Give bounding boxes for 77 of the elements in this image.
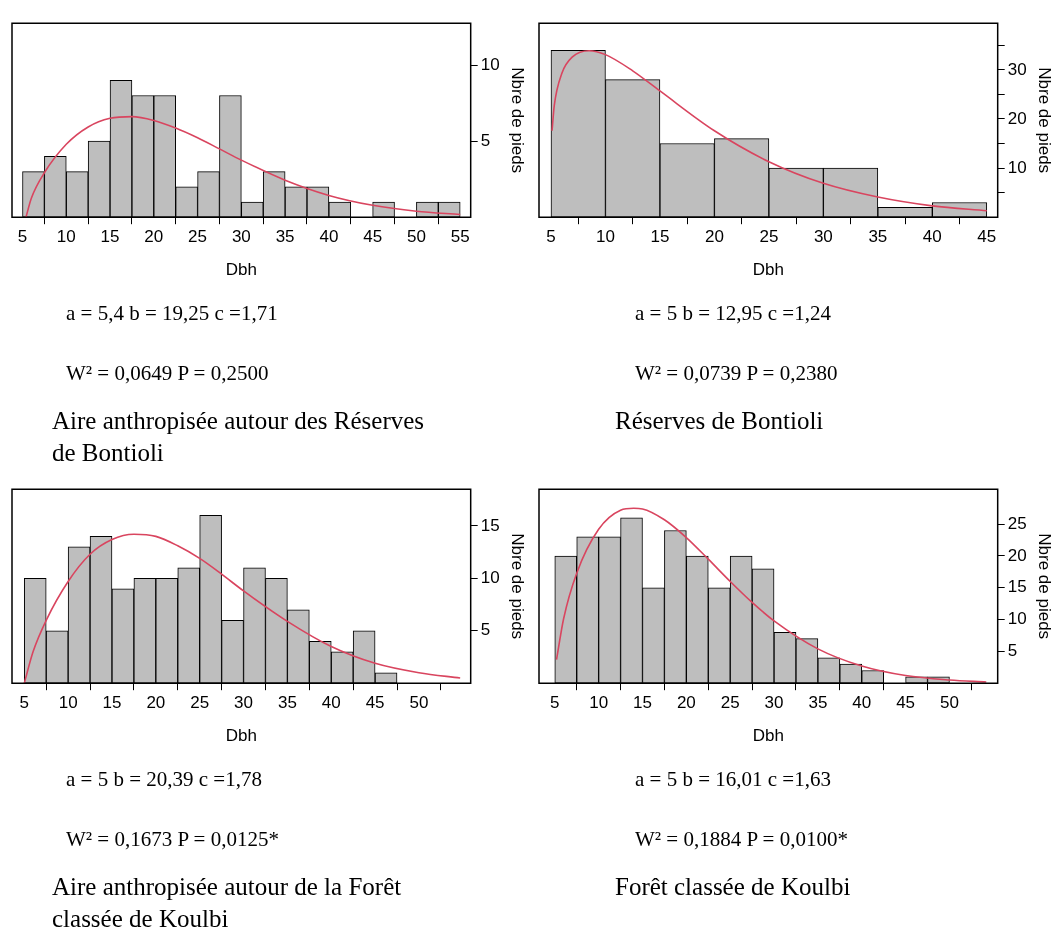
x-tick-label: 5	[550, 693, 560, 713]
x-tick-label: 10	[58, 693, 78, 713]
x-tick-label: 30	[231, 227, 251, 247]
x-tick-label: 30	[813, 227, 833, 247]
x-tick-label: 10	[596, 227, 615, 247]
x-tick-label: 50	[409, 693, 429, 713]
text: W² = 0,1884 P = 0,0100*	[634, 826, 849, 853]
y-tick-label: 15	[1007, 577, 1027, 597]
x-axis-title: Dbh	[225, 260, 257, 280]
x-tick-label: 20	[144, 227, 164, 247]
y-tick-label: 20	[1007, 108, 1027, 128]
x-tick-label: 5	[19, 693, 30, 713]
x-tick-label: 45	[977, 227, 997, 247]
x-tick-label: 50	[406, 227, 426, 247]
x-tick-label: 10	[589, 693, 609, 713]
y-tick-label: 5	[480, 130, 491, 150]
x-tick-label: 15	[633, 693, 652, 713]
line-series	[555, 507, 988, 683]
line-series	[23, 533, 461, 684]
x-tick-label: 45	[896, 693, 916, 713]
x-axis-title: Dbh	[752, 726, 784, 746]
y-axis-title: Nbre de pieds	[508, 67, 528, 174]
text: a = 5 b = 20,39 c =1,78	[65, 766, 263, 793]
x-tick-label: 15	[100, 227, 120, 247]
x-tick-label: 45	[363, 227, 383, 247]
x-tick-label: 40	[922, 227, 942, 247]
x-tick-label: 50	[939, 693, 959, 713]
x-tick-label: 40	[852, 693, 872, 713]
y-tick-label: 5	[1007, 641, 1018, 661]
line-series	[551, 49, 988, 212]
x-tick-label: 5	[546, 227, 556, 247]
text: Réserves de Bontioli	[615, 406, 825, 436]
y-tick-label: 25	[1007, 513, 1027, 533]
text: a = 5 b = 16,01 c =1,63	[634, 766, 832, 793]
y-tick-label: 10	[1007, 157, 1027, 177]
x-axis-title: Dbh	[752, 260, 784, 280]
x-tick-label: 20	[146, 693, 166, 713]
x-tick-label: 15	[102, 693, 122, 713]
x-axis-title: Dbh	[225, 726, 257, 746]
x-tick-label: 15	[650, 227, 670, 247]
text: a = 5,4 b = 19,25 c =1,71	[65, 300, 279, 327]
x-tick-label: 35	[868, 227, 888, 247]
x-tick-label: 30	[764, 693, 784, 713]
y-axis-title: Nbre de pieds	[1035, 67, 1054, 174]
line-series	[25, 115, 461, 218]
x-tick-label: 35	[275, 227, 295, 247]
x-tick-label: 30	[234, 693, 253, 713]
x-tick-label: 20	[676, 693, 696, 713]
y-tick-label: 10	[480, 568, 500, 588]
x-tick-label: 45	[365, 693, 385, 713]
x-tick-label: 5	[17, 227, 28, 247]
y-axis-title: Nbre de pieds	[1035, 533, 1054, 640]
y-tick-label: 20	[1007, 545, 1027, 565]
text: Aire anthropisée autour de la Forêt classée de Koulbi	[52, 872, 403, 934]
x-tick-label: 35	[277, 693, 297, 713]
text: a = 5 b = 12,95 c =1,24	[634, 300, 832, 327]
y-axis-title: Nbre de pieds	[508, 533, 528, 640]
text: Forêt classée de Koulbi	[615, 872, 852, 902]
text: W² = 0,1673 P = 0,0125*	[65, 826, 280, 853]
y-tick-label: 10	[480, 54, 500, 74]
x-tick-label: 35	[808, 693, 828, 713]
text: Aire anthropisée autour des Réserves de Bontioli	[52, 406, 426, 468]
x-tick-label: 25	[190, 693, 210, 713]
y-tick-label: 30	[1007, 59, 1027, 79]
x-tick-label: 20	[704, 227, 724, 247]
x-tick-label: 25	[720, 693, 740, 713]
x-tick-label: 40	[321, 693, 341, 713]
x-tick-label: 40	[319, 227, 339, 247]
text: W² = 0,0739 P = 0,2380	[634, 360, 839, 387]
x-tick-label: 10	[56, 227, 76, 247]
y-tick-label: 5	[480, 620, 491, 640]
x-tick-label: 25	[759, 227, 779, 247]
x-tick-label: 55	[450, 227, 470, 247]
x-tick-label: 25	[188, 227, 208, 247]
y-tick-label: 15	[480, 515, 500, 535]
text: W² = 0,0649 P = 0,2500	[65, 360, 270, 387]
y-tick-label: 10	[1007, 609, 1027, 629]
